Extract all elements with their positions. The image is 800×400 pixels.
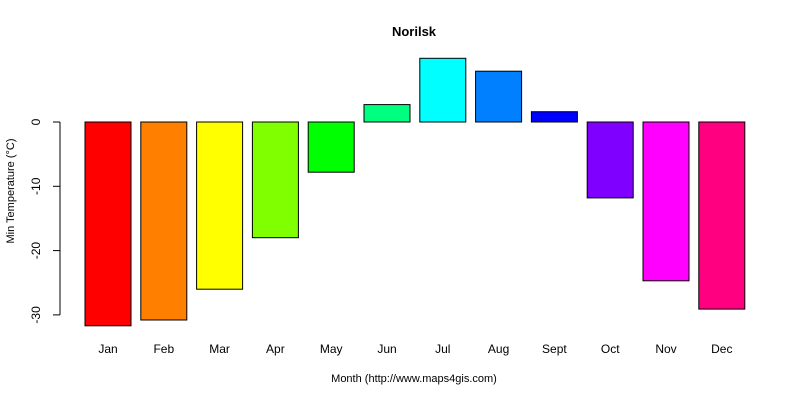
bars-group — [84, 57, 746, 327]
y-tick-label: 0 — [29, 118, 43, 125]
x-tick-label: Mar — [209, 342, 230, 356]
bar-may — [307, 121, 355, 173]
y-tick-label: -10 — [29, 177, 43, 195]
x-tick-label: Jun — [377, 342, 396, 356]
y-tick-label: -30 — [29, 306, 43, 324]
bar-sept — [530, 111, 578, 123]
x-tick-label: Sept — [542, 342, 567, 356]
x-tick-label: Feb — [153, 342, 174, 356]
bar-mar — [196, 121, 244, 290]
bar-jan — [84, 121, 132, 327]
bar-jul — [419, 57, 467, 123]
y-tick-label: -20 — [29, 242, 43, 260]
y-axis-title: Min Temperature (°C) — [5, 138, 17, 243]
x-tick-label: Nov — [655, 342, 676, 356]
bar-oct — [586, 121, 634, 199]
x-axis-title: Month (http://www.maps4gis.com) — [331, 373, 497, 385]
x-tick-label: Jan — [98, 342, 117, 356]
chart-title: Norilsk — [392, 24, 437, 39]
bar-nov — [642, 121, 690, 282]
y-axis: 0 -10 -20 -30 — [29, 118, 61, 324]
bar-jun — [363, 104, 411, 123]
x-tick-label: May — [320, 342, 343, 356]
x-tick-label: Aug — [488, 342, 509, 356]
bar-feb — [140, 121, 188, 321]
x-tick-labels: Jan Feb Mar Apr May Jun Jul Aug Sept Oct Nov Dec — [98, 342, 732, 356]
x-tick-label: Dec — [711, 342, 732, 356]
x-tick-label: Jul — [435, 342, 450, 356]
bar-aug — [475, 70, 523, 123]
x-tick-label: Apr — [266, 342, 285, 356]
bar-apr — [251, 121, 299, 239]
bar-dec — [698, 121, 746, 310]
x-tick-label: Oct — [601, 342, 620, 356]
